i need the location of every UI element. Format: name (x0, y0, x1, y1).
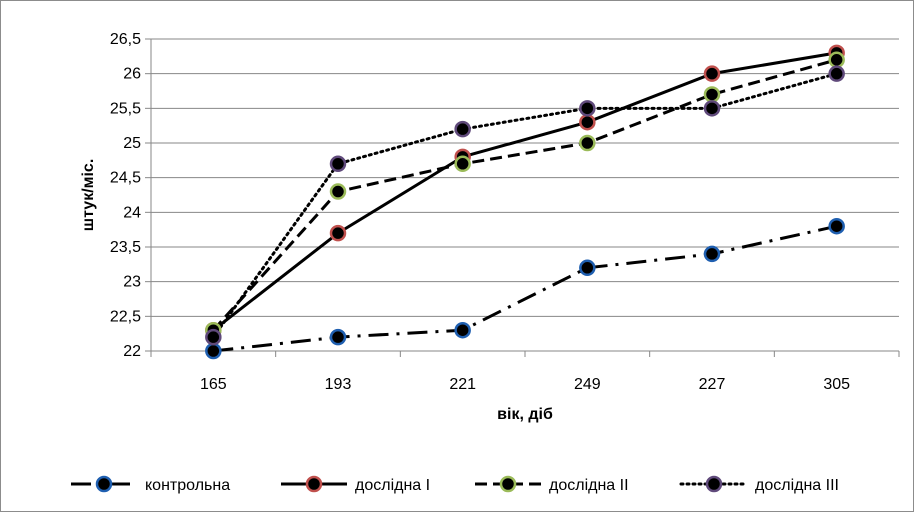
data-point (579, 134, 596, 152)
data-point (828, 65, 845, 82)
data-point (579, 113, 596, 131)
legend-swatch-marker (95, 475, 113, 493)
data-point (205, 342, 222, 360)
legend-label: контрольна (145, 477, 230, 494)
data-point (329, 328, 347, 346)
data-point (579, 259, 596, 277)
x-tick-label: 227 (699, 376, 726, 393)
series-line (212, 51, 837, 332)
data-point (454, 155, 471, 173)
data-point (329, 183, 347, 200)
legend-swatch-marker (305, 475, 323, 493)
legend-label: дослідна І (355, 477, 430, 494)
y-tick-label: 26,5 (110, 31, 141, 48)
data-point (454, 321, 471, 339)
legend-label: дослідна ІІ (549, 477, 629, 494)
data-point (329, 224, 347, 242)
y-tick-label: 25 (123, 135, 141, 152)
y-tick-label: 23,5 (110, 239, 141, 256)
x-tick-label: 249 (574, 376, 601, 393)
data-point (454, 120, 471, 138)
x-axis-title: вік, діб (497, 406, 553, 423)
x-tick-label: 165 (200, 376, 227, 393)
legend-swatch-marker (499, 475, 517, 493)
y-tick-label: 24 (123, 204, 141, 221)
y-tick-label: 22 (123, 343, 141, 360)
data-point (703, 86, 721, 103)
data-point (329, 155, 347, 173)
legend-label: дослідна ІІІ (755, 477, 839, 494)
x-tick-label: 193 (325, 376, 352, 393)
x-tick-label: 221 (449, 376, 476, 393)
data-point (703, 100, 721, 117)
legend-swatch-marker (705, 475, 723, 493)
data-point (579, 100, 596, 117)
y-tick-label: 25,5 (110, 100, 141, 117)
y-tick-label: 22,5 (110, 308, 141, 325)
series-line (213, 224, 837, 353)
x-tick-label: 305 (823, 376, 850, 393)
series-line (212, 58, 838, 332)
data-point (828, 51, 845, 69)
data-point (828, 217, 845, 235)
y-tick-label: 23 (123, 274, 141, 291)
data-point (703, 245, 721, 263)
y-tick-label: 24,5 (110, 170, 141, 187)
data-point (205, 328, 222, 346)
y-axis-title: штук/міс. (80, 159, 97, 232)
data-point (703, 65, 721, 82)
y-tick-label: 26 (123, 66, 141, 83)
